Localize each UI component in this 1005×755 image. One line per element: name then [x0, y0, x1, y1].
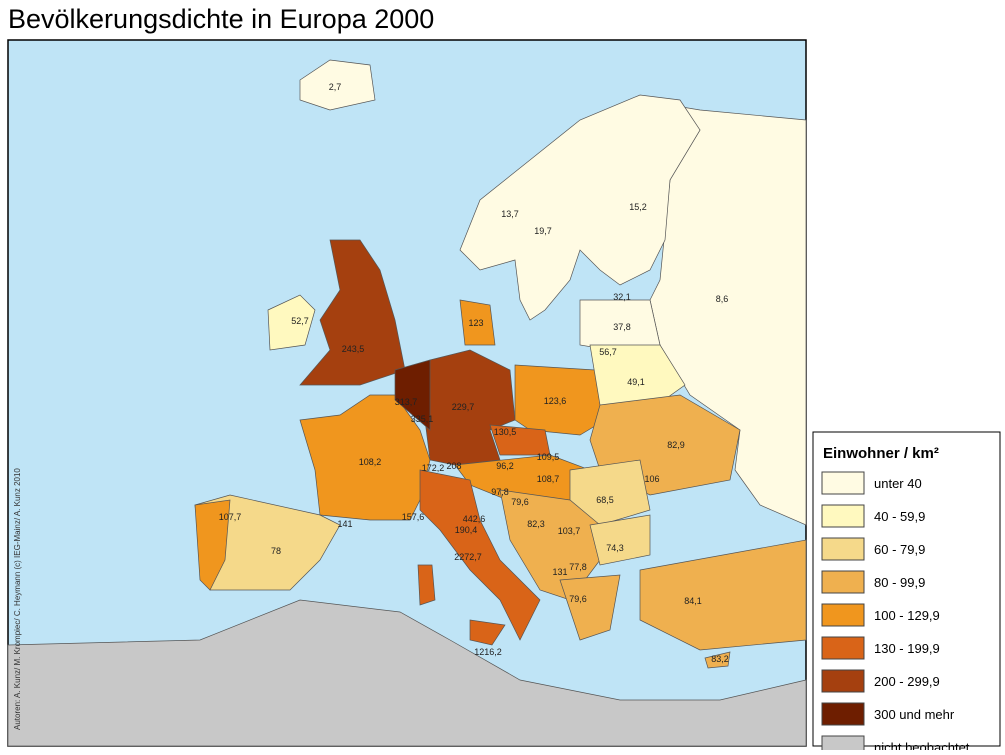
region-value: 37,8 — [613, 322, 631, 332]
region-value: 68,5 — [596, 495, 614, 505]
legend-title: Einwohner / km² — [823, 445, 939, 462]
region-value: 82,3 — [527, 519, 545, 529]
region-value: 97,8 — [491, 487, 509, 497]
region-value: 82,9 — [667, 440, 685, 450]
legend-label: 200 - 299,9 — [874, 674, 940, 689]
portugal — [194, 499, 231, 591]
region-value: 103,7 — [558, 526, 581, 536]
region-value: 335,1 — [411, 414, 434, 424]
legend-label: 40 - 59,9 — [874, 509, 925, 524]
legend-label: nicht beobachtet — [874, 740, 970, 750]
legend-swatch — [821, 603, 865, 627]
region-value: 190,4 — [455, 525, 478, 535]
region-value: 108,2 — [359, 457, 382, 467]
benelux — [394, 359, 431, 431]
legend-label: unter 40 — [874, 476, 922, 491]
region-value: 13,7 — [501, 209, 519, 219]
region-value: 172,2 — [422, 463, 445, 473]
region-value: 131 — [552, 567, 567, 577]
legend-label: 300 und mehr — [874, 707, 955, 722]
legend-swatch — [821, 570, 865, 594]
uk — [299, 239, 406, 386]
region-value: 123 — [468, 318, 483, 328]
legend-label: 100 - 129,9 — [874, 608, 940, 623]
region-value: 108,7 — [537, 474, 560, 484]
region-value: 2,7 — [329, 82, 342, 92]
sardinia — [417, 564, 436, 606]
region-value: 79,6 — [511, 497, 529, 507]
legend-swatch — [821, 537, 865, 561]
legend-swatch — [821, 636, 865, 660]
region-value: 123,6 — [544, 396, 567, 406]
region-value: 243,5 — [342, 344, 365, 354]
region-value: 96,2 — [496, 461, 514, 471]
region-value: 208 — [446, 461, 461, 471]
region-value: 32,1 — [613, 292, 631, 302]
credits: Autoren: A. Kunz/ M. Krompiec/ C. Heyman… — [13, 468, 22, 730]
germany — [424, 349, 516, 466]
turkey — [639, 539, 807, 651]
legend-swatch — [821, 702, 865, 726]
legend-swatch — [821, 735, 865, 755]
region-value: 49,1 — [627, 377, 645, 387]
region-value: 109,5 — [537, 452, 560, 462]
region-value: 78 — [271, 546, 281, 556]
region-value: 130,5 — [494, 427, 517, 437]
denmark — [459, 299, 496, 346]
region-value: 8,6 — [716, 294, 729, 304]
greece — [559, 574, 621, 641]
region-value: 442,6 — [463, 514, 486, 524]
iceland — [299, 59, 376, 111]
region-value: 56,7 — [599, 347, 617, 357]
africa — [7, 599, 807, 747]
region-value: 84,1 — [684, 596, 702, 606]
scandinavia — [459, 94, 701, 321]
region-value: 83,2 — [711, 654, 729, 664]
region-value: 74,3 — [606, 543, 624, 553]
region-value: 157,6 — [402, 512, 425, 522]
region-value: 15,2 — [629, 202, 647, 212]
legend-label: 60 - 79,9 — [874, 542, 925, 557]
legend-label: 130 - 199,9 — [874, 641, 940, 656]
bulgaria — [589, 514, 651, 566]
legend-swatch — [821, 669, 865, 693]
title: Bevölkerungsdichte in Europa 2000 — [8, 4, 434, 34]
legend-swatch — [821, 504, 865, 528]
region-value: 52,7 — [291, 316, 309, 326]
region-value: 141 — [337, 519, 352, 529]
region-value: 106 — [644, 474, 659, 484]
region-value: 1216,2 — [474, 647, 502, 657]
ireland — [267, 294, 316, 351]
region-value: 79,6 — [569, 594, 587, 604]
region-value: 107,7 — [219, 512, 242, 522]
legend-swatch — [821, 471, 865, 495]
region-value: 2272,7 — [454, 552, 482, 562]
legend-label: 80 - 99,9 — [874, 575, 925, 590]
italy — [419, 469, 541, 641]
region-value: 77,8 — [569, 562, 587, 572]
cyprus — [704, 651, 731, 669]
map-labels: 2,7 13,7 19,7 15,2 8,6 32,1 37,8 56,7 49,1 52,7 24… — [219, 82, 729, 664]
region-value: 229,7 — [452, 402, 475, 412]
region-value: 313,7 — [395, 397, 418, 407]
region-value: 19,7 — [534, 226, 552, 236]
sicily — [469, 619, 506, 646]
